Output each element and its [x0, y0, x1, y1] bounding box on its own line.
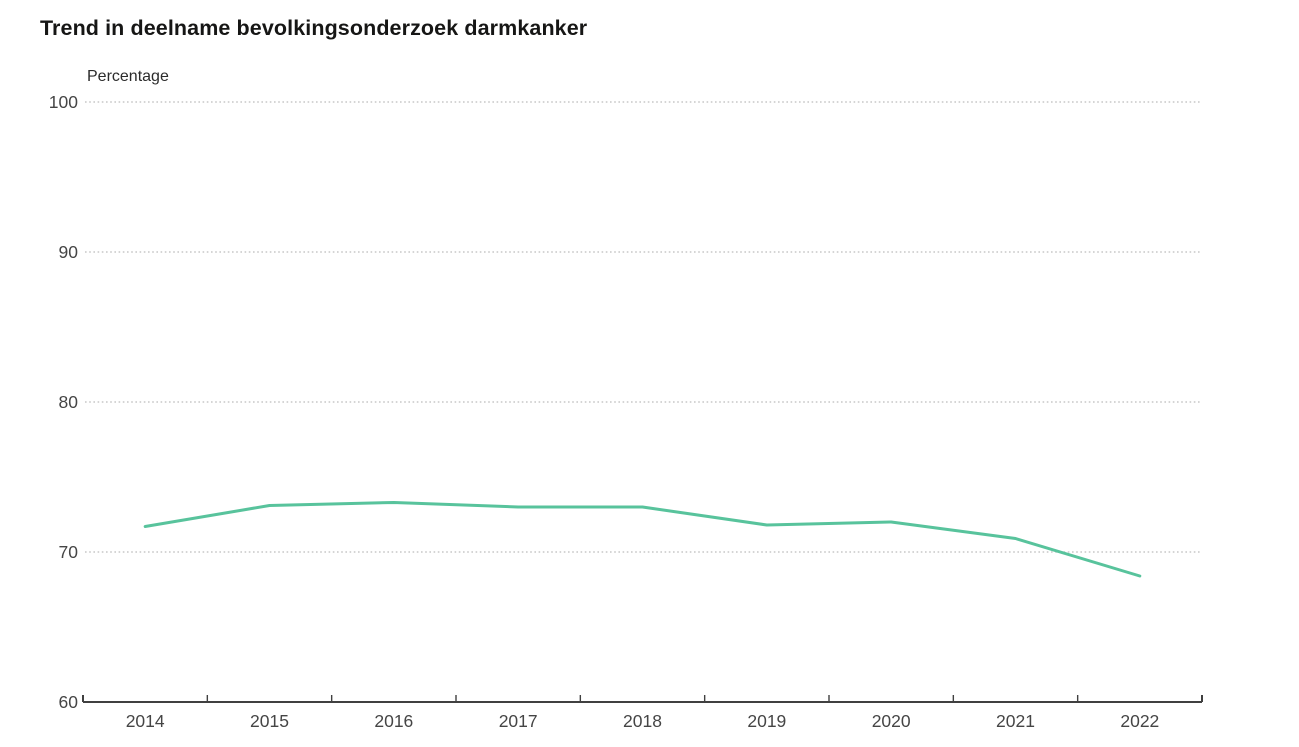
x-tick-label: 2014: [126, 711, 165, 731]
x-tick-label: 2018: [623, 711, 662, 731]
y-tick-label: 70: [59, 542, 79, 562]
x-tick-label: 2016: [374, 711, 413, 731]
trend-line-series: [143, 501, 1142, 578]
y-tick-label: 60: [59, 692, 79, 712]
y-tick-label: 80: [59, 392, 79, 412]
y-axis-unit-label: Percentage: [87, 68, 169, 85]
x-tick-label: 2022: [1120, 711, 1159, 731]
y-tick-label: 100: [49, 92, 78, 112]
y-tick-label: 90: [59, 242, 79, 262]
x-tick-label: 2017: [499, 711, 538, 731]
x-tick-label: 2015: [250, 711, 289, 731]
x-tick-label: 2019: [747, 711, 786, 731]
x-tick-label: 2020: [872, 711, 911, 731]
chart-title: Trend in deelname bevolkingsonderzoek da…: [40, 16, 588, 40]
x-tick-label: 2021: [996, 711, 1035, 731]
